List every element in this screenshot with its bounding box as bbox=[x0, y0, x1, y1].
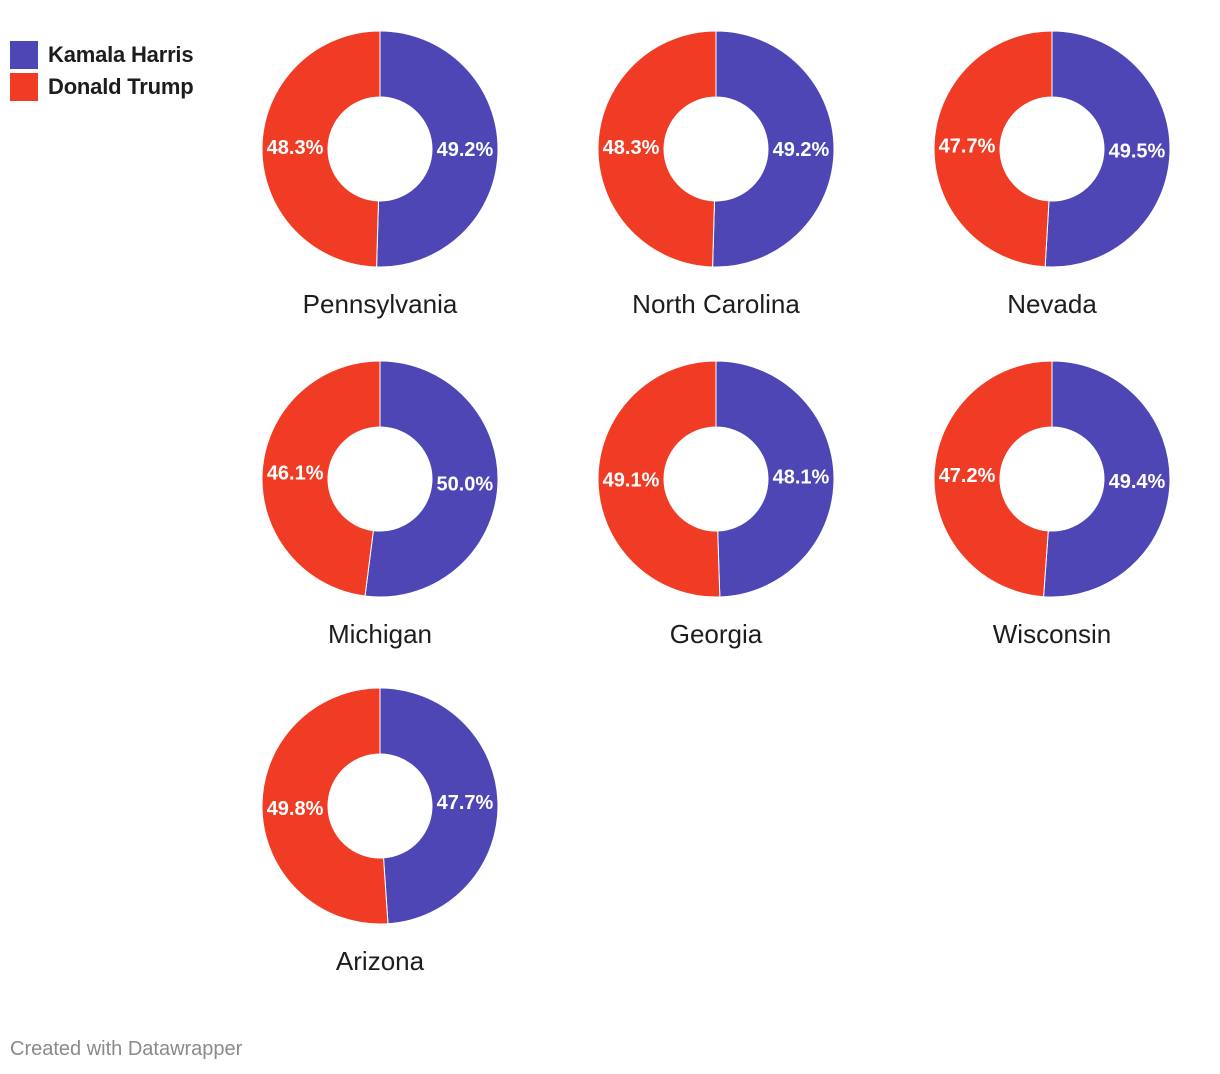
donut-chart-north-carolina: 49.2% 48.3% North Carolina bbox=[597, 30, 835, 319]
donut-chart-pennsylvania: 49.2% 48.3% Pennsylvania bbox=[261, 30, 499, 319]
donut-chart-michigan: 50.0% 46.1% Michigan bbox=[261, 360, 499, 649]
donut-chart-arizona: 47.7% 49.8% Arizona bbox=[261, 687, 499, 976]
donut-chart-georgia: 48.1% 49.1% Georgia bbox=[597, 360, 835, 649]
footer-credit: Created with Datawrapper bbox=[10, 1038, 243, 1060]
donut-chart-nevada: 49.5% 47.7% Nevada bbox=[933, 30, 1171, 319]
data-label-nevada-kamala-harris: 49.5% bbox=[1109, 140, 1166, 162]
legend-item-trump: Donald Trump bbox=[10, 71, 194, 103]
data-label-pennsylvania-kamala-harris: 49.2% bbox=[437, 139, 494, 161]
legend-swatch-harris bbox=[10, 41, 38, 69]
slice-nevada-kamala-harris bbox=[1044, 30, 1171, 268]
slice-arizona-kamala-harris bbox=[379, 687, 499, 925]
chart-title-nevada: Nevada bbox=[1007, 289, 1097, 319]
data-label-nevada-donald-trump: 47.7% bbox=[939, 136, 996, 158]
slice-pennsylvania-donald-trump bbox=[261, 30, 381, 268]
slice-north-carolina-kamala-harris bbox=[712, 30, 835, 268]
legend-label-trump: Donald Trump bbox=[48, 74, 194, 99]
chart-title-arizona: Arizona bbox=[336, 946, 425, 976]
slice-georgia-donald-trump bbox=[597, 360, 721, 598]
slice-north-carolina-donald-trump bbox=[597, 30, 717, 268]
data-label-georgia-kamala-harris: 48.1% bbox=[773, 467, 830, 489]
slice-nevada-donald-trump bbox=[933, 30, 1053, 268]
slice-michigan-kamala-harris bbox=[364, 360, 499, 598]
data-label-wisconsin-kamala-harris: 49.4% bbox=[1109, 471, 1166, 493]
slice-georgia-kamala-harris bbox=[715, 360, 835, 598]
legend: Kamala Harris Donald Trump bbox=[10, 39, 194, 103]
slice-michigan-donald-trump bbox=[261, 360, 381, 597]
data-label-north-carolina-kamala-harris: 49.2% bbox=[773, 139, 830, 161]
data-label-arizona-kamala-harris: 47.7% bbox=[437, 792, 494, 814]
legend-label-harris: Kamala Harris bbox=[48, 42, 194, 67]
data-label-michigan-donald-trump: 46.1% bbox=[267, 463, 324, 485]
data-label-georgia-donald-trump: 49.1% bbox=[603, 469, 660, 491]
chart-title-michigan: Michigan bbox=[328, 619, 432, 649]
slice-pennsylvania-kamala-harris bbox=[376, 30, 499, 268]
data-label-michigan-kamala-harris: 50.0% bbox=[436, 473, 493, 495]
data-label-north-carolina-donald-trump: 48.3% bbox=[603, 137, 660, 159]
data-label-pennsylvania-donald-trump: 48.3% bbox=[267, 137, 324, 159]
slice-wisconsin-kamala-harris bbox=[1043, 360, 1171, 598]
legend-item-harris: Kamala Harris bbox=[10, 39, 194, 71]
data-label-wisconsin-donald-trump: 47.2% bbox=[939, 465, 996, 487]
chart-title-pennsylvania: Pennsylvania bbox=[303, 289, 458, 319]
chart-title-wisconsin: Wisconsin bbox=[993, 619, 1111, 649]
slice-arizona-donald-trump bbox=[261, 687, 389, 925]
data-label-arizona-donald-trump: 49.8% bbox=[267, 798, 324, 820]
legend-swatch-trump bbox=[10, 73, 38, 101]
donut-chart-wisconsin: 49.4% 47.2% Wisconsin bbox=[933, 360, 1171, 649]
chart-title-north-carolina: North Carolina bbox=[632, 289, 800, 319]
slice-wisconsin-donald-trump bbox=[933, 360, 1053, 598]
chart-title-georgia: Georgia bbox=[670, 619, 763, 649]
